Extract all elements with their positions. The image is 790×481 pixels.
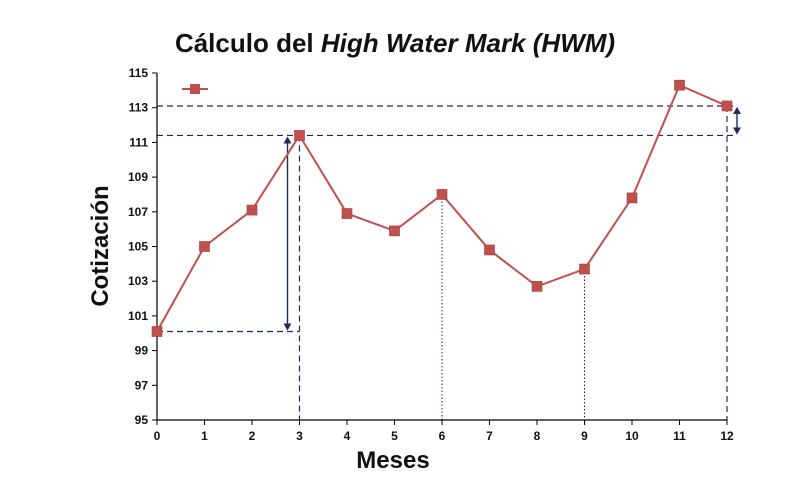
y-tick-label: 99: [135, 344, 149, 358]
data-point-marker: [484, 244, 495, 256]
y-tick-label: 107: [128, 205, 148, 219]
y-tick-label: 103: [128, 274, 148, 288]
x-tick-label: 12: [720, 429, 734, 443]
x-axis-label: Meses: [356, 447, 429, 474]
x-tick-label: 3: [296, 429, 303, 443]
x-tick-label: 4: [344, 429, 351, 443]
data-point-marker: [674, 79, 685, 91]
data-point-marker: [579, 263, 590, 275]
x-tick-label: 6: [439, 429, 446, 443]
data-point-marker: [389, 225, 400, 237]
guide-lines: [157, 105, 741, 420]
chart-title-italic: High Water Mark (HWM): [320, 28, 616, 58]
data-point-marker: [151, 326, 163, 337]
legend-marker-swatch: [190, 84, 200, 94]
chart-title-prefix: Cálculo del: [174, 28, 321, 58]
data-point-marker: [199, 241, 210, 252]
y-tick-label: 113: [129, 101, 149, 115]
x-tick-label: 10: [625, 429, 639, 443]
x-tick-label: 7: [486, 429, 493, 443]
series-line: [156, 83, 728, 333]
data-point-marker: [246, 204, 258, 216]
y-tick-label: 97: [135, 378, 149, 392]
y-tick-label: 101: [128, 309, 148, 323]
x-tick-label: 1: [201, 429, 208, 443]
legend: [182, 84, 208, 94]
data-point-marker: [436, 189, 448, 200]
x-tick-label: 2: [249, 429, 256, 443]
x-tick-label: 11: [673, 429, 686, 443]
x-tick-label: 5: [391, 429, 398, 443]
x-tick-label: 0: [154, 429, 161, 443]
data-point-marker: [294, 130, 305, 141]
data-point-marker: [531, 281, 543, 292]
y-tick-label: 115: [129, 66, 149, 80]
y-tick-label: 111: [129, 135, 148, 149]
data-point-marker: [721, 100, 733, 112]
y-tick-label: 109: [128, 170, 148, 184]
series-layer: [151, 79, 733, 337]
chart-title: Cálculo del High Water Mark (HWM): [0, 28, 790, 59]
x-tick-label: 9: [581, 429, 588, 443]
y-tick-label: 95: [135, 413, 149, 427]
y-axis-label: Cotización: [87, 185, 114, 306]
y-tick-label: 105: [128, 240, 148, 254]
x-tick-label: 8: [534, 429, 541, 443]
data-point-marker: [626, 192, 638, 204]
data-point-marker: [341, 208, 353, 219]
